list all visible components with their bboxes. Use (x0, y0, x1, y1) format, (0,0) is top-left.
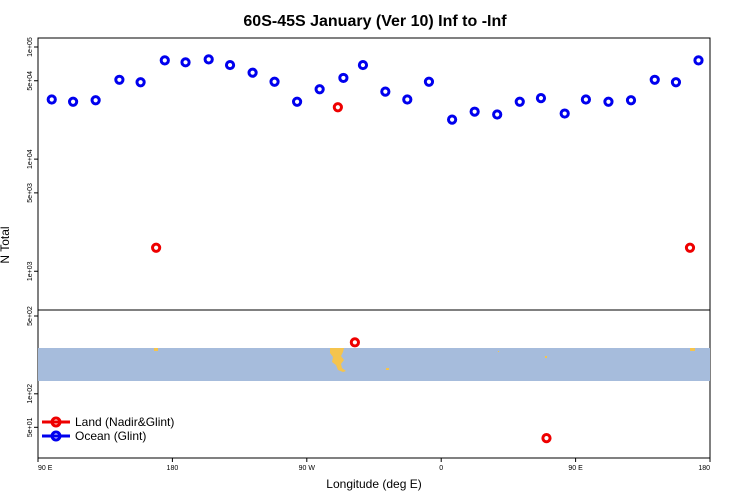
ocean-point (67, 96, 79, 107)
ocean-point (203, 54, 214, 65)
ocean-point (402, 94, 413, 105)
ocean-point (535, 93, 547, 104)
land-south-america (330, 348, 346, 372)
ocean-series (46, 54, 704, 125)
legend-ocean-marker (50, 430, 62, 442)
ocean-point (693, 55, 704, 66)
ocean-point (423, 76, 435, 87)
ocean-point (625, 95, 637, 106)
y-tick-label: 5e+03 (27, 183, 34, 203)
y-tick-label: 1e+04 (27, 149, 34, 169)
ocean-point (380, 86, 391, 97)
land-new-zealand-wrap (690, 348, 695, 351)
land-kerguelen (545, 356, 547, 358)
land-series (151, 102, 696, 444)
x-tick-label: 90 W (299, 465, 316, 472)
land-point (684, 242, 696, 253)
map-land (154, 348, 695, 372)
ocean-point (159, 55, 170, 66)
land-south-georgia (386, 368, 389, 370)
x-tick-label: 180 (167, 465, 179, 472)
ocean-point (649, 74, 660, 85)
ocean-point (90, 95, 101, 106)
ocean-point (135, 77, 146, 88)
ocean-point (46, 94, 57, 105)
ocean-point (514, 96, 525, 107)
ocean-point (447, 114, 458, 125)
ocean-point (114, 74, 125, 85)
x-tick-label: 90 E (568, 465, 583, 472)
x-tick-label: 90 E (38, 465, 53, 472)
x-axis-label: Longitude (deg E) (326, 477, 421, 491)
y-tick-label: 5e+02 (27, 306, 34, 326)
land-point (349, 337, 360, 348)
legend-land-label: Land (Nadir&Glint) (75, 415, 174, 429)
ocean-point (492, 109, 503, 120)
ocean-point (559, 108, 570, 119)
y-tick-label: 1e+03 (27, 261, 34, 281)
x-tick-label: 0 (439, 465, 443, 472)
y-tick-label: 5e+04 (27, 71, 34, 91)
y-axis: 1e+03 5e+03 1e+04 5e+04 1e+05 5e+01 1e+02 5e+02 (27, 37, 38, 437)
map-ocean (38, 348, 710, 381)
ocean-point (357, 59, 369, 71)
land-crozet (498, 351, 499, 352)
map-strip (38, 348, 710, 381)
land-new-zealand (154, 348, 158, 351)
x-axis: 90 E 180 90 W 0 90 E 180 (37, 458, 711, 472)
ocean-point (314, 84, 325, 95)
y-tick-label: 1e+05 (27, 37, 34, 57)
legend: Land (Nadir&Glint) Ocean (Glint) (42, 415, 174, 443)
ocean-point (247, 67, 258, 78)
ocean-point (269, 76, 280, 87)
ocean-point (469, 106, 480, 117)
ocean-point (180, 57, 191, 68)
ocean-point (603, 96, 614, 107)
x-tick-label: 180 (698, 465, 710, 472)
chart-title: 60S-45S January (Ver 10) Inf to -Inf (243, 13, 507, 30)
ocean-point (338, 72, 349, 84)
ocean-point (670, 77, 682, 88)
y-tick-label: 1e+02 (27, 384, 34, 404)
y-axis-label: N Total (0, 226, 12, 263)
land-point (541, 432, 552, 444)
ocean-point (291, 96, 303, 107)
y-tick-label: 5e+01 (27, 417, 34, 437)
land-point (332, 102, 343, 113)
land-point (151, 242, 162, 253)
plot-frame (37, 37, 711, 459)
ocean-point (580, 94, 592, 105)
legend-land-marker (50, 416, 62, 428)
legend-ocean-label: Ocean (Glint) (75, 429, 146, 443)
ocean-point (224, 59, 236, 71)
